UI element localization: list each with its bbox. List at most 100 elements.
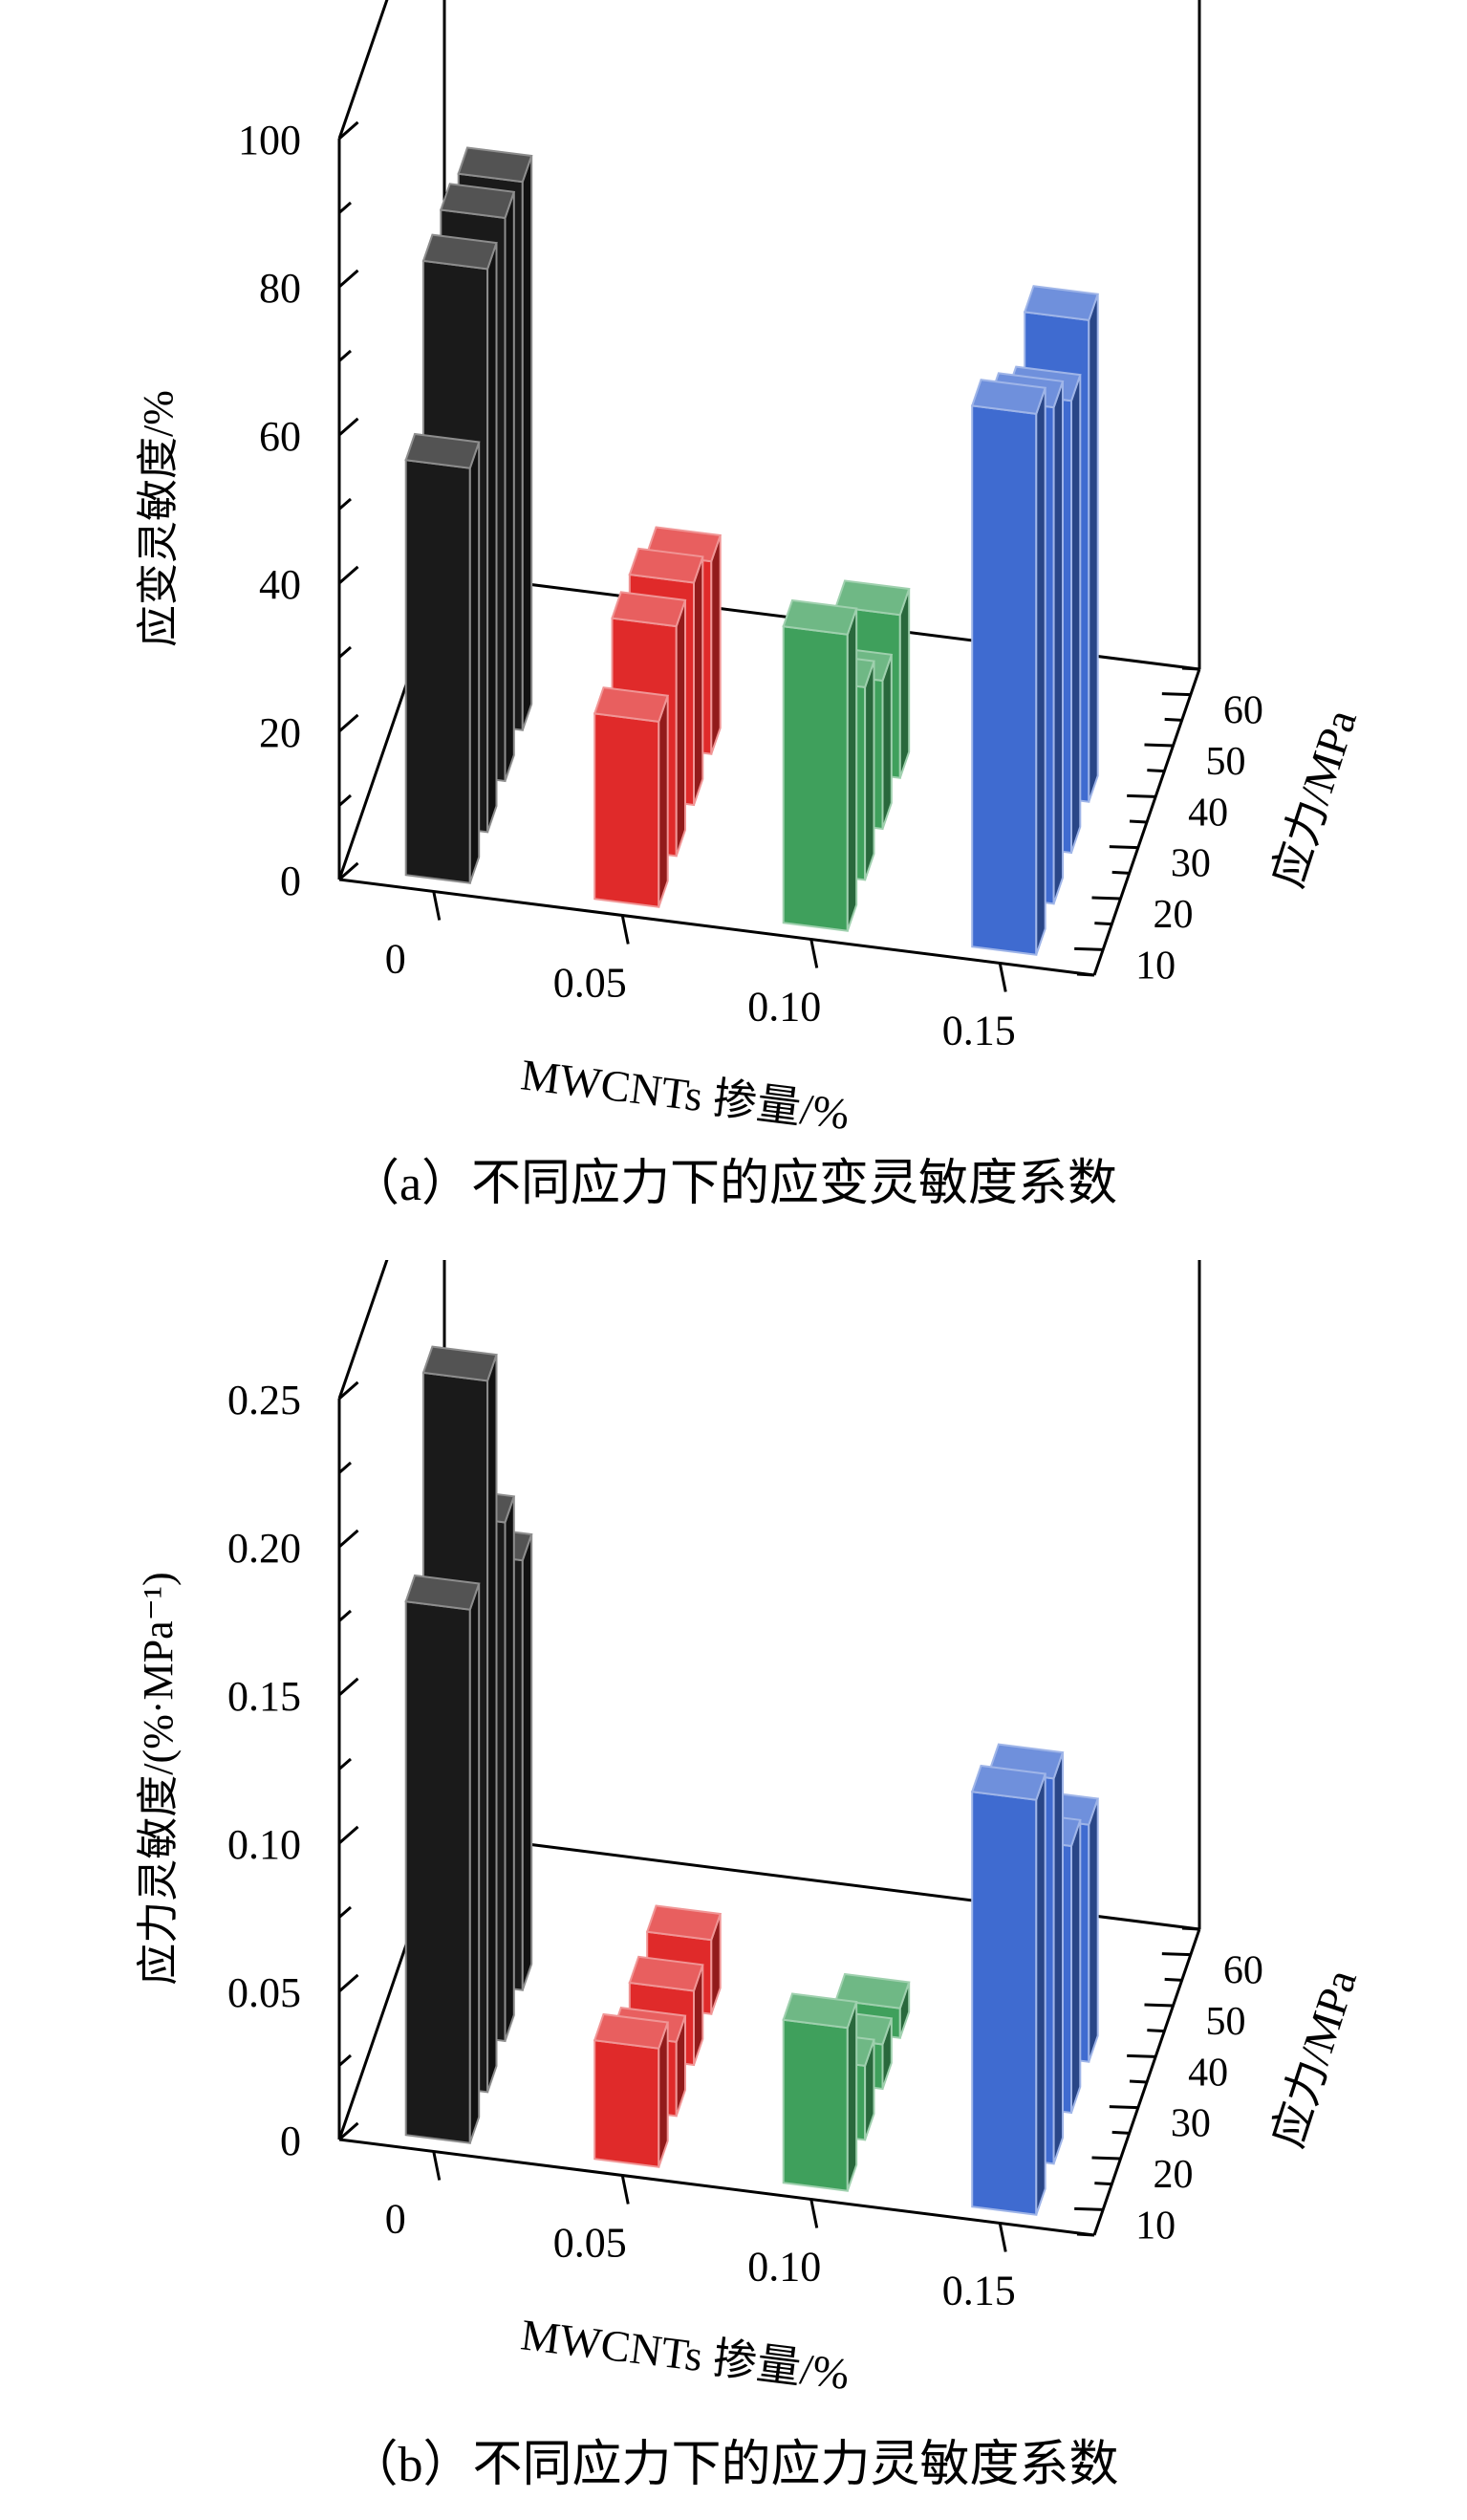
- x-tick-label: 0.15: [942, 1008, 1016, 1054]
- bar-front-face: [404, 1600, 471, 2144]
- depth-major-tick: [1109, 2105, 1138, 2110]
- z-tick-label: 40: [259, 561, 301, 608]
- depth-major-tick: [1091, 896, 1121, 901]
- bar-side-face: [1088, 293, 1099, 803]
- z-major-tick: [338, 120, 359, 141]
- bar-top-face: [611, 591, 687, 628]
- depth-minor-tick: [1129, 2079, 1148, 2084]
- depth-major-tick: [1091, 2156, 1121, 2161]
- depth-minor-tick: [1164, 1977, 1182, 1982]
- bar-top-face: [593, 2012, 670, 2050]
- depth-minor-tick: [1094, 2182, 1112, 2186]
- x-tick-label: 0.05: [553, 2220, 627, 2267]
- bar-front-face: [593, 2039, 660, 2168]
- depth-minor-tick: [1181, 666, 1200, 671]
- depth-minor-tick: [1111, 2130, 1130, 2135]
- bar-top-face: [834, 579, 911, 617]
- z-major-tick: [338, 1973, 359, 1993]
- z-tick-label: 60: [259, 413, 301, 460]
- depth-tick-label: 40: [1188, 2051, 1228, 2095]
- bar-top-face: [782, 598, 858, 636]
- z-tick-label: 0: [280, 2118, 301, 2164]
- frame-top-left-edge: [337, 0, 389, 140]
- bar-side-face: [864, 661, 875, 880]
- z-minor-tick: [338, 2053, 352, 2067]
- x-tick: [620, 2175, 630, 2205]
- bar-front-face: [404, 459, 471, 884]
- z-tick-label: 20: [259, 709, 301, 756]
- bar-side-face: [521, 155, 533, 731]
- depth-minor-tick: [1094, 922, 1112, 926]
- x-axis-title: MWCNTs 掺量/%: [518, 2310, 852, 2399]
- bar3d-chart-b: 0 0.05 0.10 0.15 0.20 0.25 应力灵敏度/(%·MPa⁻¹) 0 0.0…: [135, 1260, 1366, 2399]
- x-tick: [620, 915, 630, 945]
- bar-top-face: [1023, 285, 1100, 321]
- bar-0.10-10MPa: [782, 1992, 858, 2192]
- depth-minor-tick: [1164, 717, 1182, 722]
- bar-side-face: [1070, 1819, 1082, 2114]
- bar-top-face: [593, 686, 670, 723]
- bar-side-face: [521, 1533, 533, 1991]
- depth-major-tick: [1109, 845, 1138, 850]
- bar-top-face: [628, 547, 704, 584]
- bar-top-face: [782, 1992, 858, 2030]
- bar-side-face: [1088, 1798, 1099, 2063]
- chart-panel-a: 0 20 40 60 80 100 应变灵敏度/% 0 0.05 0.10 0.15 MWCNTs 掺…: [0, 0, 1467, 1243]
- z-minor-tick: [338, 1461, 352, 1474]
- bar-side-face: [504, 1495, 515, 2042]
- z-major-tick: [338, 2121, 359, 2141]
- z-minor-tick: [338, 201, 352, 214]
- chart-caption-a: （a）不同应力下的应变灵敏度系数: [349, 1157, 1118, 1211]
- bar-side-face: [846, 2001, 858, 2192]
- z-axis-title: 应变灵敏度/%: [135, 390, 182, 647]
- depth-major-tick: [1127, 2053, 1156, 2058]
- x-tick: [432, 891, 442, 921]
- x-tick-label: 0.10: [747, 984, 821, 1031]
- z-major-tick: [338, 417, 359, 437]
- bar-side-face: [710, 534, 722, 755]
- chart-caption-b: （b）不同应力下的应力灵敏度系数: [348, 2438, 1119, 2492]
- bar-side-face: [486, 1354, 498, 2093]
- z-minor-tick: [338, 1905, 352, 1919]
- x-tick: [432, 2151, 442, 2181]
- bar-top-face: [628, 1955, 704, 1992]
- frame-top-left-edge: [337, 1260, 389, 1400]
- bar-side-face: [1035, 1773, 1046, 2216]
- depth-tick-label: 40: [1188, 791, 1228, 835]
- depth-tick-label: 30: [1171, 2102, 1211, 2146]
- depth-minor-tick: [1181, 1926, 1200, 1931]
- bar-side-face: [504, 191, 515, 782]
- bar-top-face: [457, 146, 533, 184]
- depth-major-tick: [1144, 2003, 1174, 2008]
- z-minor-tick: [338, 497, 352, 511]
- bar-side-face: [1052, 380, 1064, 904]
- x-tick-label: 0: [385, 936, 406, 983]
- bar-side-face: [468, 1583, 481, 2144]
- x-tick-label: 0.05: [553, 960, 627, 1007]
- x-tick: [998, 2223, 1007, 2252]
- z-minor-tick: [338, 1757, 352, 1771]
- bar-top-face: [421, 1345, 498, 1382]
- bar-top-face: [439, 183, 516, 220]
- z-tick-label: 100: [238, 117, 301, 163]
- bar-side-face: [675, 599, 686, 857]
- z-major-tick: [338, 565, 359, 585]
- depth-tick-label: 30: [1171, 842, 1211, 886]
- depth-minor-tick: [1129, 819, 1148, 824]
- depth-tick-label: 20: [1154, 893, 1194, 937]
- bar-top-face: [404, 432, 481, 469]
- bar-0.10-10MPa: [782, 598, 858, 932]
- bar-top-face: [404, 1574, 481, 1611]
- z-axis-title: 应力灵敏度/(%·MPa⁻¹): [135, 1572, 182, 1985]
- z-minor-tick: [338, 1609, 352, 1622]
- depth-major-tick: [1144, 743, 1174, 748]
- depth-axis-title: 应力/MPa: [1262, 1964, 1366, 2153]
- z-tick-label: 0.25: [227, 1377, 301, 1423]
- z-tick-label: 0.10: [227, 1821, 301, 1868]
- depth-major-tick: [1074, 946, 1104, 951]
- bar-front-face: [971, 404, 1038, 956]
- depth-tick-label: 10: [1135, 944, 1176, 988]
- z-major-tick: [338, 1825, 359, 1845]
- bar-0.15-10MPa: [970, 379, 1047, 956]
- bar-0.15-10MPa: [970, 1764, 1047, 2216]
